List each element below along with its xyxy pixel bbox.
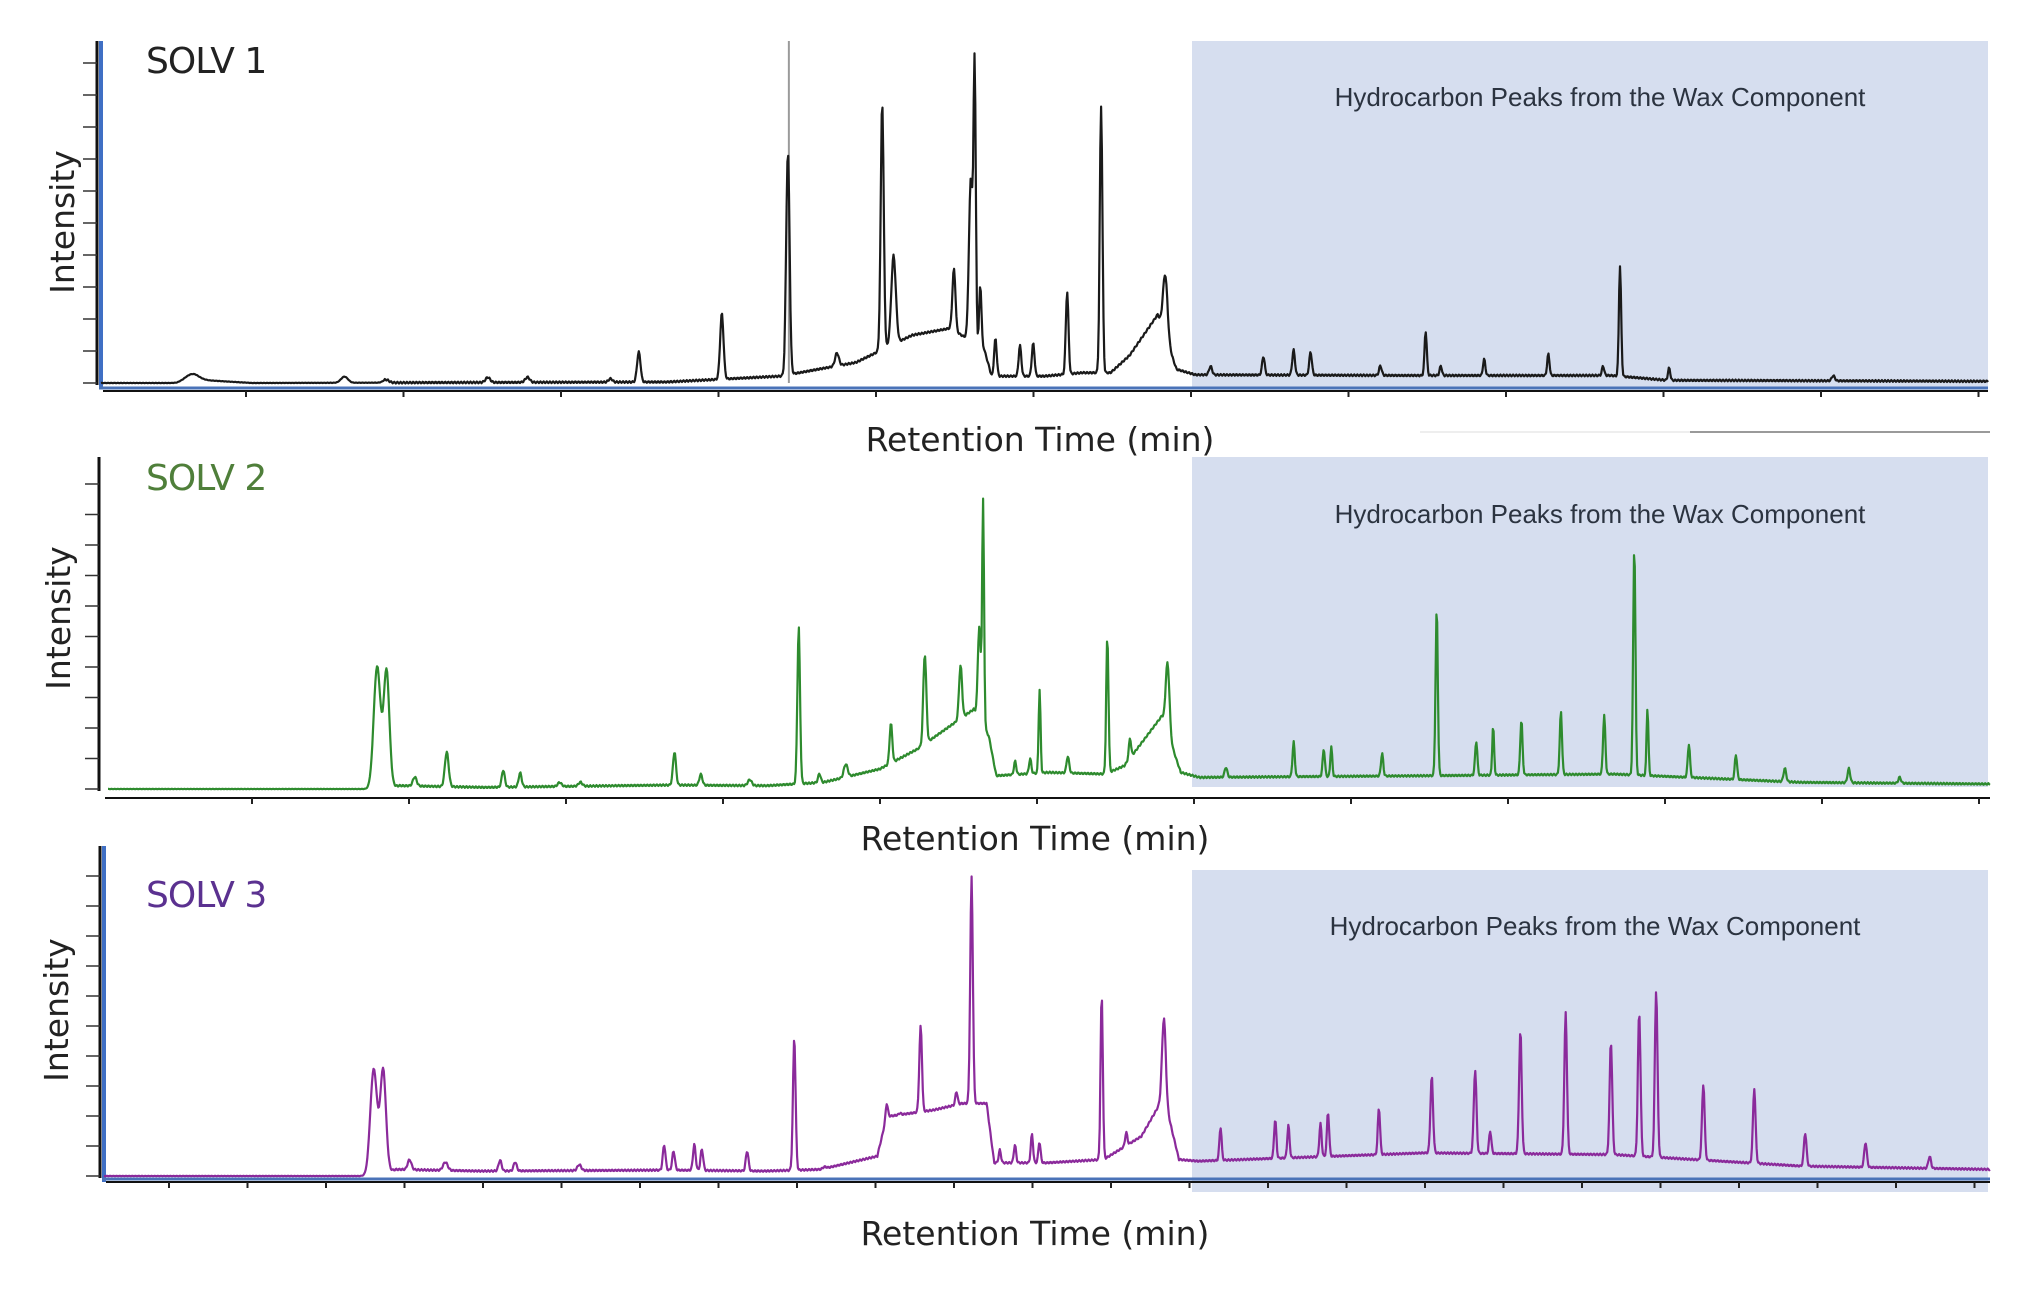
peak-markers — [377, 503, 1900, 783]
peak-markers — [373, 876, 1930, 1167]
wax-region-highlight — [1192, 41, 1988, 387]
wax-region-highlight — [1192, 870, 1988, 1192]
panel-label-solv-3: SOLV 3 — [146, 875, 266, 916]
axes — [85, 457, 1990, 804]
panel-solv-1: Hydrocarbon Peaks from the Wax Component… — [43, 41, 1990, 459]
x-axis-title: Retention Time (min) — [861, 819, 1210, 858]
y-axis-title: Intensity — [37, 938, 76, 1082]
trace-solv-2 — [107, 497, 1991, 791]
wax-region-label: Hydrocarbon Peaks from the Wax Component — [1335, 499, 1867, 529]
panel-solv-3: Hydrocarbon Peaks from the Wax Component… — [37, 846, 1991, 1253]
peak-markers — [191, 76, 1834, 380]
trace-solv-1 — [100, 52, 1989, 385]
wax-region-label: Hydrocarbon Peaks from the Wax Component — [1335, 82, 1867, 112]
panel-label-solv-1: SOLV 1 — [146, 41, 266, 82]
x-axis-title: Retention Time (min) — [866, 420, 1215, 459]
wax-region-label: Hydrocarbon Peaks from the Wax Component — [1330, 911, 1862, 941]
axes — [86, 846, 1990, 1188]
panel-label-solv-2: SOLV 2 — [146, 458, 266, 499]
trace-solv-3 — [103, 875, 1991, 1178]
panel-solv-2: Hydrocarbon Peaks from the Wax Component… — [39, 457, 1991, 858]
x-axis-title: Retention Time (min) — [861, 1214, 1210, 1253]
y-axis-title: Intensity — [39, 546, 78, 690]
y-axis-title: Intensity — [43, 150, 82, 294]
axes — [83, 41, 1988, 397]
wax-region-highlight — [1192, 457, 1988, 787]
